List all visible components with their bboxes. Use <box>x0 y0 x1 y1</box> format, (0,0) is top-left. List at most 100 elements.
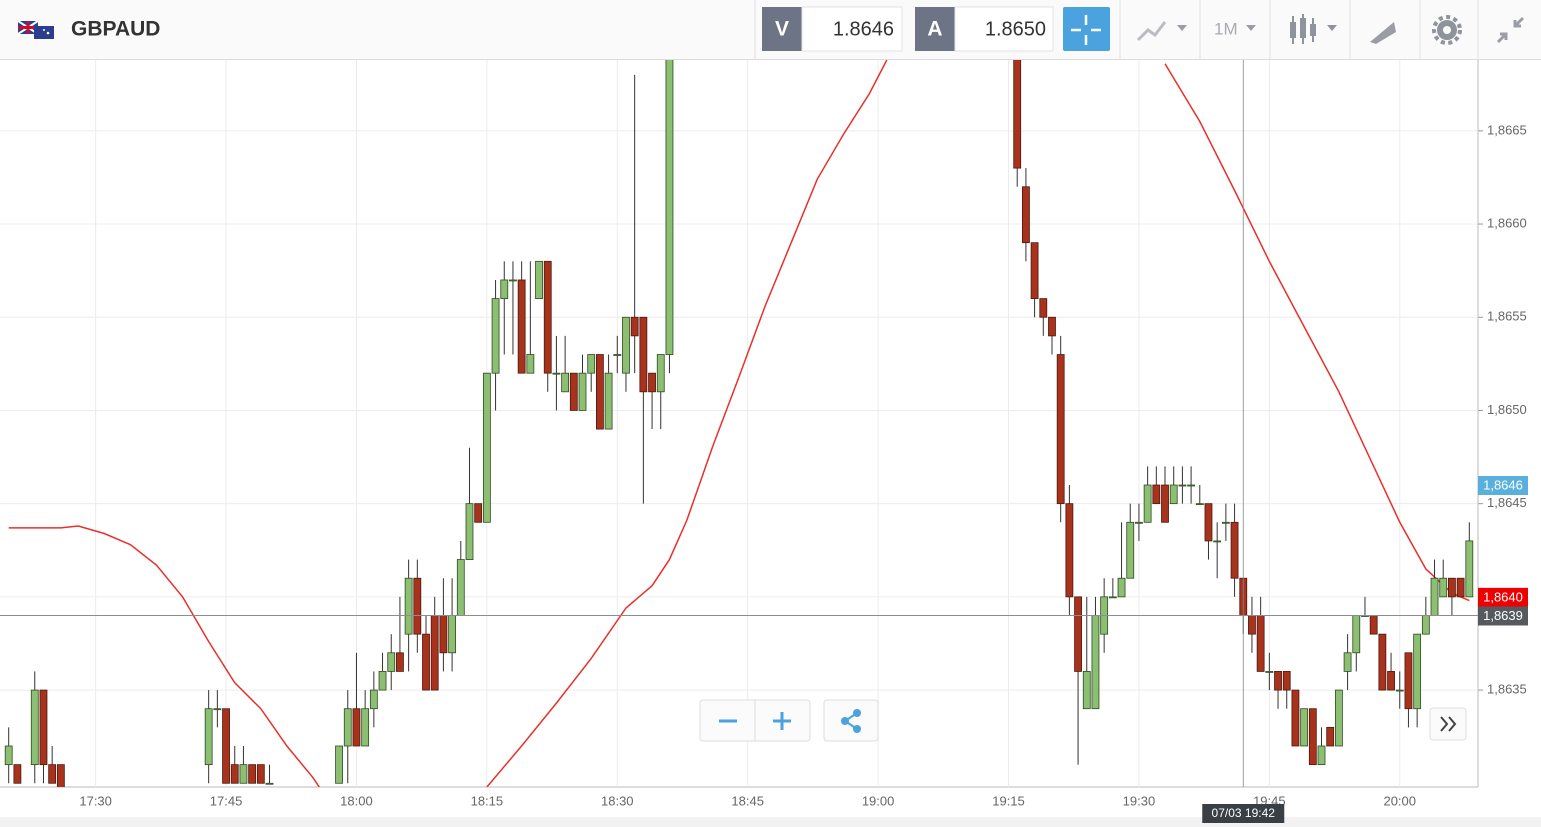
candle-body <box>1161 484 1169 523</box>
candle-body <box>1039 298 1048 318</box>
candle-body <box>1395 689 1404 692</box>
candle-body <box>552 372 561 375</box>
candle-body <box>465 503 474 560</box>
candle-body <box>648 372 656 393</box>
candle-body <box>1465 540 1474 598</box>
candle-body <box>448 615 456 654</box>
y-tick-label: 1,8645 <box>1487 495 1527 510</box>
candle-body <box>509 279 517 282</box>
chart-type-button[interactable] <box>1136 21 1187 42</box>
grid <box>0 60 1478 787</box>
plot-area <box>0 60 1478 787</box>
sell-label-box[interactable] <box>762 7 802 51</box>
header: GBPAUD V 1.8646 A 1.8650 1M <box>0 0 1541 60</box>
candle-body <box>1248 615 1256 635</box>
sell-price[interactable]: 1.8646 <box>833 18 894 40</box>
candle-body <box>369 689 378 710</box>
candle-body <box>630 316 639 337</box>
flag <box>17 20 54 39</box>
candle-body <box>500 279 509 300</box>
symbol: GBPAUD <box>71 18 160 41</box>
candle-body <box>1187 484 1195 487</box>
crosshair-label: 07/03 19:42 <box>1212 806 1276 820</box>
candle-body <box>396 652 404 672</box>
candle-body <box>1221 521 1230 524</box>
draw-button[interactable] <box>1370 22 1396 44</box>
candle-body <box>1143 484 1152 523</box>
buy-label[interactable]: A <box>927 18 942 41</box>
buy-price-box[interactable] <box>954 6 1054 52</box>
candle-body <box>1317 745 1326 766</box>
candle-body <box>1308 708 1317 766</box>
candle-body <box>1013 60 1022 169</box>
candle-body <box>526 354 535 374</box>
candle-body <box>1256 615 1265 672</box>
candle-body <box>256 764 265 784</box>
candle-body <box>656 354 665 393</box>
candle-body <box>543 260 552 374</box>
candle-body <box>1404 652 1413 710</box>
candle-body <box>1230 521 1239 579</box>
candle-body <box>1195 503 1204 506</box>
x-tick-label: 18:45 <box>731 793 764 808</box>
candle-body <box>1108 596 1117 599</box>
candle-body <box>1378 633 1387 691</box>
timeframe[interactable]: 1M <box>1214 19 1238 38</box>
candle-body <box>1048 316 1056 337</box>
candle-body <box>1439 577 1448 598</box>
candle-body <box>561 372 570 393</box>
y-tick-label: 1,8650 <box>1487 402 1527 417</box>
price-label-box <box>1478 606 1528 626</box>
candle-body <box>491 298 500 374</box>
collapse-button[interactable] <box>1496 16 1525 44</box>
x-tick-label: 19:30 <box>1123 793 1156 808</box>
timeframe-caret <box>1246 25 1256 31</box>
candle-body <box>230 764 239 784</box>
candle-body <box>1074 596 1082 672</box>
chart: 17:30 17:45 18:00 18:15 18:30 18:45 19:00 19:15… <box>0 60 1541 827</box>
candle-body <box>1117 577 1126 598</box>
candle-body <box>213 708 222 711</box>
crosshair-button[interactable] <box>1063 7 1110 51</box>
candle-body <box>361 708 370 747</box>
candle-body <box>1152 484 1161 505</box>
candle-body <box>335 745 343 784</box>
candle-body <box>1065 503 1074 598</box>
settings-button[interactable] <box>1432 15 1462 45</box>
x-tick-label: 19:00 <box>862 793 895 808</box>
candle-body <box>343 708 352 747</box>
candle-body <box>1030 242 1039 300</box>
candle-body <box>30 689 39 766</box>
price-label: 1,8646 <box>1483 477 1523 492</box>
candle-body <box>1430 577 1439 616</box>
candle-body <box>587 354 596 374</box>
candle-body <box>413 577 422 635</box>
candle-body <box>474 503 483 523</box>
crosshair-icon <box>1071 15 1101 45</box>
candle-body <box>1282 671 1291 691</box>
candle-body <box>422 633 430 691</box>
y-tick-label: 1,8635 <box>1487 682 1527 697</box>
candle-body <box>439 615 448 654</box>
scrollbar[interactable] <box>0 817 1541 827</box>
candle-body <box>56 764 65 787</box>
buy-label-box[interactable] <box>915 7 955 51</box>
price-label-box <box>1478 476 1528 496</box>
candle-body <box>13 764 22 784</box>
price-label: 1,8639 <box>1483 608 1523 623</box>
x-tick-label: 19:15 <box>992 793 1025 808</box>
candle-body <box>1413 633 1422 710</box>
price-label-box <box>1478 587 1528 607</box>
buy-price[interactable]: 1.8650 <box>985 18 1046 40</box>
candle-body <box>387 652 396 672</box>
candle-body <box>222 708 230 784</box>
candle-body <box>352 708 361 747</box>
candle-body <box>1178 484 1187 487</box>
candle-body <box>1300 708 1309 747</box>
candle-body <box>595 354 604 430</box>
candle-body <box>1369 615 1378 635</box>
sell-price-box[interactable] <box>801 6 903 52</box>
candle-type-button[interactable] <box>1290 14 1337 44</box>
candle-body <box>1334 689 1343 747</box>
sell-label[interactable]: V <box>775 18 789 41</box>
